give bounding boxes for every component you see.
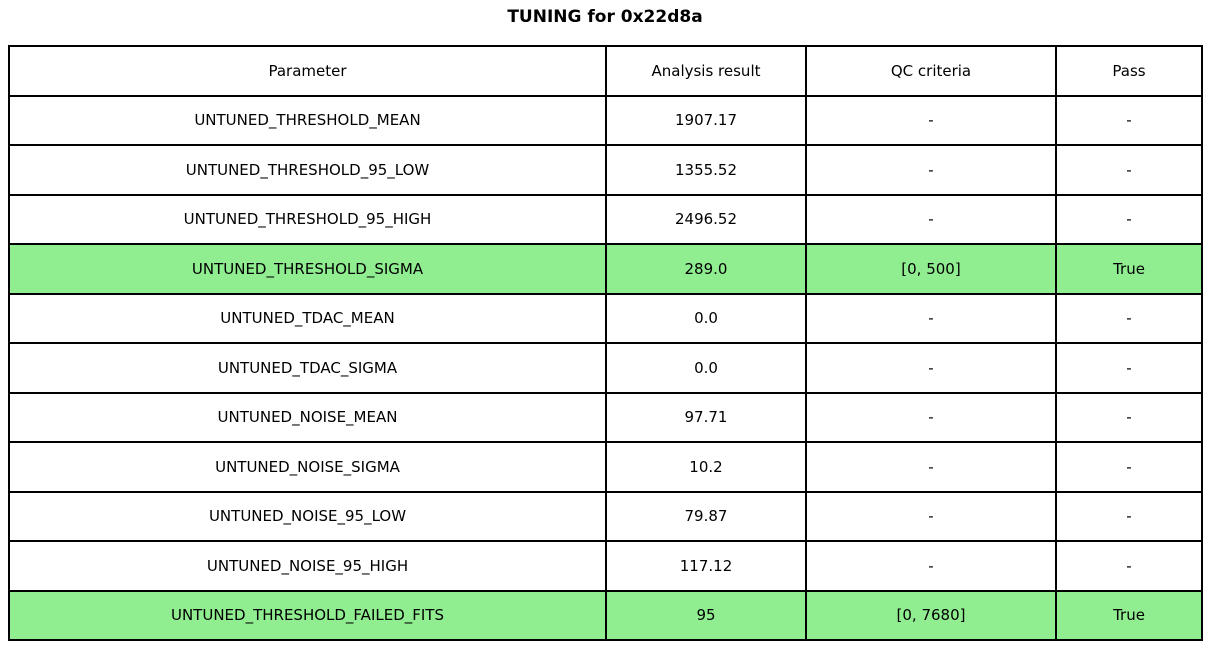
cell-qc: [0, 7680] <box>805 589 1057 641</box>
cell-result: 0.0 <box>605 342 807 394</box>
cell-parameter: UNTUNED_THRESHOLD_95_HIGH <box>8 193 607 245</box>
cell-pass: - <box>1055 193 1203 245</box>
cell-qc: - <box>805 94 1057 146</box>
cell-result: 10.2 <box>605 441 807 493</box>
table-row: UNTUNED_NOISE_95_HIGH 117.12 - - <box>8 540 1203 592</box>
cell-pass: - <box>1055 391 1203 443</box>
table-row: UNTUNED_TDAC_MEAN 0.0 - - <box>8 292 1203 344</box>
cell-qc: - <box>805 540 1057 592</box>
cell-pass: - <box>1055 292 1203 344</box>
cell-result: 117.12 <box>605 540 807 592</box>
cell-qc: - <box>805 144 1057 196</box>
table-row: UNTUNED_THRESHOLD_FAILED_FITS 95 [0, 768… <box>8 589 1203 641</box>
cell-qc: [0, 500] <box>805 243 1057 295</box>
cell-pass: - <box>1055 441 1203 493</box>
table-row: UNTUNED_NOISE_MEAN 97.71 - - <box>8 391 1203 443</box>
cell-parameter: UNTUNED_TDAC_SIGMA <box>8 342 607 394</box>
cell-qc: - <box>805 441 1057 493</box>
cell-parameter: UNTUNED_TDAC_MEAN <box>8 292 607 344</box>
cell-result: 2496.52 <box>605 193 807 245</box>
page-title: TUNING for 0x22d8a <box>507 7 703 27</box>
cell-parameter: UNTUNED_NOISE_MEAN <box>8 391 607 443</box>
table-row: UNTUNED_THRESHOLD_MEAN 1907.17 - - <box>8 94 1203 146</box>
cell-pass: - <box>1055 490 1203 542</box>
table-row: UNTUNED_THRESHOLD_95_HIGH 2496.52 - - <box>8 193 1203 245</box>
cell-parameter: UNTUNED_THRESHOLD_FAILED_FITS <box>8 589 607 641</box>
cell-parameter: UNTUNED_THRESHOLD_MEAN <box>8 94 607 146</box>
cell-pass: - <box>1055 94 1203 146</box>
cell-pass: - <box>1055 144 1203 196</box>
table-row: UNTUNED_NOISE_SIGMA 10.2 - - <box>8 441 1203 493</box>
cell-qc: - <box>805 193 1057 245</box>
cell-pass: - <box>1055 342 1203 394</box>
cell-result: 0.0 <box>605 292 807 344</box>
cell-result: 289.0 <box>605 243 807 295</box>
header-cell-parameter: Parameter <box>8 45 607 97</box>
table-row: UNTUNED_THRESHOLD_95_LOW 1355.52 - - <box>8 144 1203 196</box>
table-row: UNTUNED_THRESHOLD_SIGMA 289.0 [0, 500] T… <box>8 243 1203 295</box>
cell-qc: - <box>805 391 1057 443</box>
cell-parameter: UNTUNED_NOISE_SIGMA <box>8 441 607 493</box>
cell-parameter: UNTUNED_NOISE_95_LOW <box>8 490 607 542</box>
cell-result: 1907.17 <box>605 94 807 146</box>
cell-result: 79.87 <box>605 490 807 542</box>
cell-result: 1355.52 <box>605 144 807 196</box>
cell-qc: - <box>805 490 1057 542</box>
cell-pass: True <box>1055 243 1203 295</box>
cell-parameter: UNTUNED_THRESHOLD_SIGMA <box>8 243 607 295</box>
cell-parameter: UNTUNED_THRESHOLD_95_LOW <box>8 144 607 196</box>
cell-result: 97.71 <box>605 391 807 443</box>
header-cell-pass: Pass <box>1055 45 1203 97</box>
table-row: UNTUNED_TDAC_SIGMA 0.0 - - <box>8 342 1203 394</box>
cell-qc: - <box>805 292 1057 344</box>
table-header-row: Parameter Analysis result QC criteria Pa… <box>8 45 1203 97</box>
header-cell-analysis-result: Analysis result <box>605 45 807 97</box>
qc-table: Parameter Analysis result QC criteria Pa… <box>8 45 1203 641</box>
cell-qc: - <box>805 342 1057 394</box>
cell-result: 95 <box>605 589 807 641</box>
cell-pass: True <box>1055 589 1203 641</box>
header-cell-qc-criteria: QC criteria <box>805 45 1057 97</box>
table-row: UNTUNED_NOISE_95_LOW 79.87 - - <box>8 490 1203 542</box>
cell-pass: - <box>1055 540 1203 592</box>
cell-parameter: UNTUNED_NOISE_95_HIGH <box>8 540 607 592</box>
